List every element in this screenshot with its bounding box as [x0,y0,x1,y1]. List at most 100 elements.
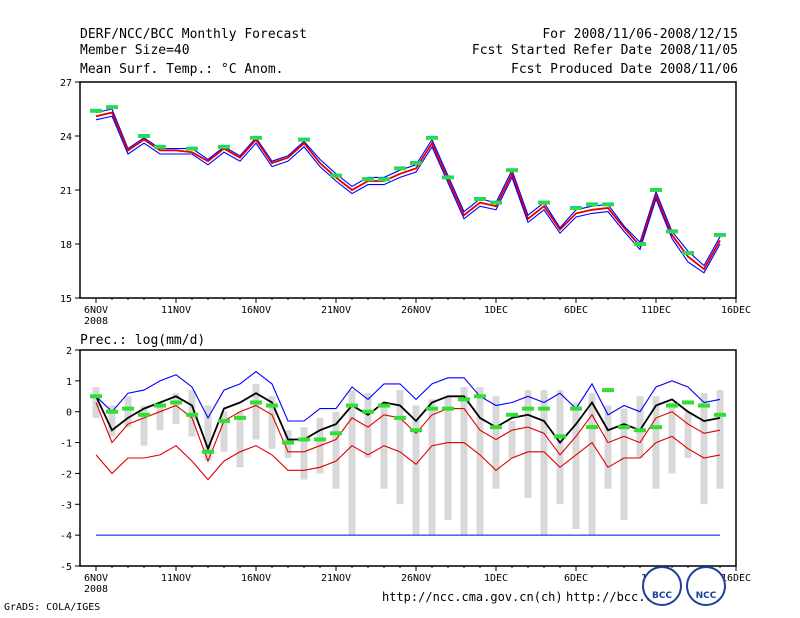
prec-spread-bar [140,405,148,446]
prec-observed-marker [234,415,246,420]
prec-observed-marker [682,400,694,405]
temp-observed-marker [474,197,486,201]
header-period: For 2008/11/06-2008/12/15 [542,27,738,42]
grads-credit: GrADS: COLA/IGES [4,602,101,613]
prec-observed-marker [442,406,454,411]
prec-observed-marker [282,440,294,445]
prec-observed-marker [154,403,166,408]
prec-observed-marker [570,406,582,411]
prec-ytick-label: -4 [60,531,72,542]
bcc-logo: BCC [642,566,682,606]
precip-title: Prec.: log(mm/d) [80,333,206,348]
bcc-url-link[interactable]: http://bcc.c [566,590,653,604]
temp-observed-marker [490,200,502,205]
temp-series-lower-line [95,115,721,274]
temp-plot-frame [79,81,737,299]
bcc-logo-text: BCC [651,591,673,601]
prec-observed-marker [474,394,486,399]
temp-xtick-label: 26NOV [401,305,431,316]
header-temp-title: Mean Surf. Temp.: °C Anom. [80,62,284,77]
prec-series-lowest-line [95,435,721,481]
temp-observed-marker [538,200,550,205]
prec-spread-bar [252,383,260,440]
temp-xtick-label: 11NOV [161,305,191,316]
prec-spread-bar [300,427,308,480]
temp-xtick-year: 2008 [84,316,108,327]
header-member-size: Member Size=40 [80,43,190,58]
temp-observed-marker [298,137,310,142]
prec-observed-marker [602,388,614,393]
temp-ytick-label: 24 [60,132,72,143]
prec-spread-bar [556,390,564,505]
temp-observed-marker [570,206,582,210]
prec-spread-bar [572,402,580,529]
prec-observed-marker [138,412,150,417]
prec-spread-bar [92,387,100,418]
prec-spread-bar [220,411,228,452]
prec-series-upper-line [95,370,721,422]
prec-observed-marker [362,409,374,414]
temp-observed-marker [666,229,678,234]
prec-ytick-label: 1 [66,377,72,388]
prec-spread-bar [668,402,676,474]
temp-xtick-label: 6DEC [564,305,588,316]
temp-observed-marker [442,175,454,180]
prec-ytick-label: -2 [60,469,72,480]
prec-ytick-label: -5 [60,562,72,573]
prec-observed-marker [90,394,102,399]
prec-spread-bar [636,396,644,458]
prec-spread-bar [412,405,420,536]
ncc-url-link[interactable]: http://ncc.cma.gov.cn(ch) [382,590,563,604]
prec-spread-bar [460,387,468,536]
header-title: DERF/NCC/BCC Monthly Forecast [80,27,307,42]
temp-observed-marker [426,135,438,140]
prec-spread-bar [428,399,436,536]
prec-spread-bar [332,411,340,489]
prec-observed-marker [618,425,630,430]
prec-xtick-year: 2008 [84,584,108,595]
prec-ytick-label: -1 [60,439,72,450]
temp-ytick-label: 27 [60,78,72,89]
prec-xtick-label: 26NOV [401,573,431,584]
prec-spread-bar [156,402,164,431]
prec-spread-bar [492,396,500,489]
header-produced-date: Fcst Produced Date 2008/11/06 [511,62,738,77]
temp-observed-marker [410,161,422,165]
temp-observed-marker [378,177,390,182]
temp-ytick-label: 18 [60,240,72,251]
prec-spread-bar [684,411,692,458]
prec-spread-bar [524,390,532,499]
prec-ytick-label: 2 [66,346,72,357]
prec-spread-bar [268,396,276,449]
prec-observed-marker [586,425,598,430]
prec-xtick-label: 1DEC [484,573,508,584]
prec-observed-marker [650,425,662,430]
prec-xtick-label: 16NOV [241,573,271,584]
prec-spread-bar [476,387,484,536]
header-start-date: Fcst Started Refer Date 2008/11/05 [471,43,738,58]
temp-observed-marker [154,144,166,149]
prec-xtick-label: 16DEC [721,573,751,584]
prec-spread-bar [716,390,724,489]
temp-observed-marker [506,168,518,173]
temp-observed-marker [634,242,646,246]
prec-spread-bar [620,408,628,520]
temp-series-mean-line [95,111,721,271]
prec-observed-marker [330,431,342,436]
prec-ytick-label: 0 [66,408,72,419]
temp-observed-marker [106,105,118,110]
prec-observed-marker [106,409,118,414]
prec-spread-bar [444,396,452,520]
temp-observed-marker [250,135,262,140]
temp-observed-marker [218,144,230,149]
prec-plot-frame [79,349,737,567]
prec-observed-marker [122,406,134,411]
prec-spread-bar [396,390,404,505]
temp-xtick-label: 1DEC [484,305,508,316]
temp-observed-marker [186,146,198,151]
prec-observed-marker [666,403,678,408]
prec-spread-bar [508,420,516,458]
prec-observed-marker [202,449,214,454]
temp-observed-marker [682,251,694,255]
